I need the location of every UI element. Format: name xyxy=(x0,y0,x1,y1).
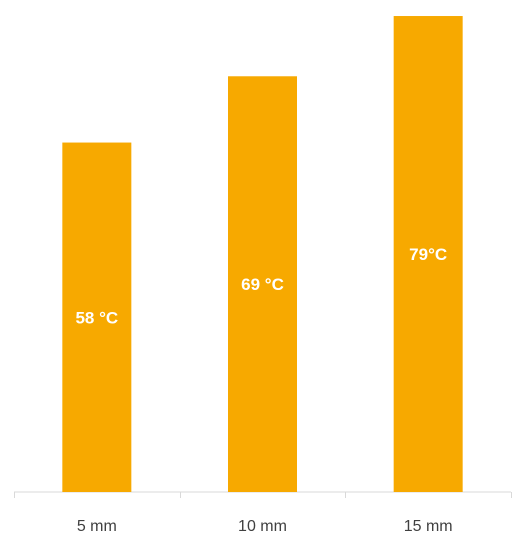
bar xyxy=(62,142,132,493)
data-label: 69 °C xyxy=(241,275,284,294)
category-label: 10 mm xyxy=(238,518,287,533)
category-label: 5 mm xyxy=(77,518,117,533)
bars-layer xyxy=(62,16,463,493)
category-label: 15 mm xyxy=(404,518,453,533)
data-label: 79°C xyxy=(409,245,447,264)
bar xyxy=(393,16,463,493)
category-labels-layer: 5 mm 10 mm 15 mm xyxy=(77,518,453,533)
ticks-layer xyxy=(14,492,512,498)
data-label: 58 °C xyxy=(75,308,118,327)
data-labels-layer: 58 °C 69 °C 79°C xyxy=(75,245,447,327)
bar xyxy=(228,76,297,493)
